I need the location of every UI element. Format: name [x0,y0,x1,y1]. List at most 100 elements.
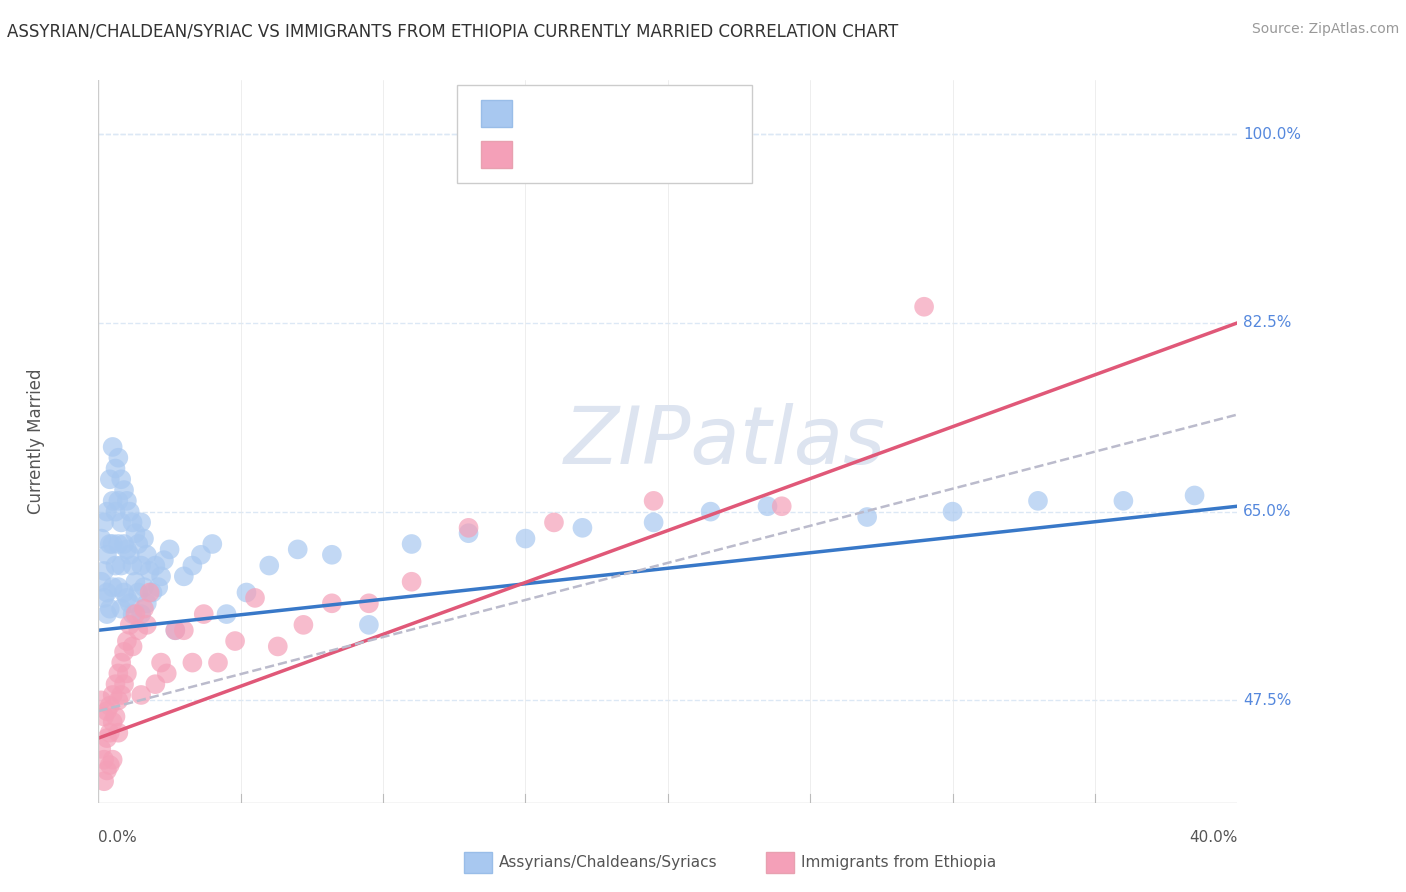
Point [90,693,112,707]
Point [90,742,112,756]
Point [150,656,173,670]
Point [165,624,187,638]
Point [104,709,127,723]
Point [235,585,257,599]
Point [98,537,121,551]
Point [770,500,793,514]
Point [401,537,423,551]
Point [112,483,135,497]
Point [110,472,132,486]
Point [104,558,127,573]
Point [942,505,965,519]
Point [107,450,129,465]
Point [96,704,118,718]
Point [107,580,129,594]
Point [107,666,129,681]
Point [98,601,121,615]
Point [148,580,170,594]
Point [112,677,135,691]
Text: R = 0.274   N = 80: R = 0.274 N = 80 [523,104,681,122]
Point [129,607,152,621]
Point [93,774,115,789]
Text: 100.0%: 100.0% [1243,127,1301,142]
Point [93,564,115,578]
Point [110,688,132,702]
Point [96,607,118,621]
Point [107,537,129,551]
Point [129,558,152,573]
Point [321,548,343,562]
Point [190,548,212,562]
Point [121,607,143,621]
Point [127,624,149,638]
Point [145,677,167,691]
Point [267,640,290,654]
Text: 40.0%: 40.0% [1189,830,1237,845]
Point [457,521,479,535]
Point [643,493,665,508]
Point [118,548,141,562]
Point [115,493,138,508]
Point [121,640,143,654]
Text: Source: ZipAtlas.com: Source: ZipAtlas.com [1251,22,1399,37]
Point [401,574,423,589]
Point [135,548,157,562]
Point [699,505,721,519]
Text: Assyrians/Chaldeans/Syriacs: Assyrians/Chaldeans/Syriacs [499,855,717,870]
Point [321,596,343,610]
Point [110,656,132,670]
Point [193,607,215,621]
Point [115,542,138,557]
Point [912,300,935,314]
Point [104,461,127,475]
Point [98,698,121,713]
Point [150,569,173,583]
Point [101,537,124,551]
Point [90,532,112,546]
Point [173,624,195,638]
Point [96,585,118,599]
Point [129,516,152,530]
Point [1026,493,1049,508]
Point [756,500,779,514]
Point [96,548,118,562]
Point [101,440,124,454]
Point [101,714,124,729]
Point [543,516,565,530]
Text: 82.5%: 82.5% [1243,316,1291,330]
Point [259,558,281,573]
Point [124,526,146,541]
Point [118,618,141,632]
Point [110,516,132,530]
Point [159,542,181,557]
Point [153,553,176,567]
Point [1112,493,1135,508]
Point [115,634,138,648]
Point [96,505,118,519]
Point [1184,488,1206,502]
Point [135,618,157,632]
Point [571,521,593,535]
Point [98,472,121,486]
Text: 0.0%: 0.0% [98,830,138,845]
Point [101,493,124,508]
Point [643,516,665,530]
Point [292,618,315,632]
Point [156,666,179,681]
Point [135,596,157,610]
Point [457,526,479,541]
Point [127,585,149,599]
Point [357,618,380,632]
Point [93,709,115,723]
Text: ZIPatlas: ZIPatlas [564,402,886,481]
Point [107,493,129,508]
Point [104,677,127,691]
Text: 47.5%: 47.5% [1243,693,1291,708]
Point [173,569,195,583]
Point [104,505,127,519]
Point [201,537,224,551]
Point [112,585,135,599]
Point [132,580,155,594]
Point [118,505,141,519]
Point [112,537,135,551]
